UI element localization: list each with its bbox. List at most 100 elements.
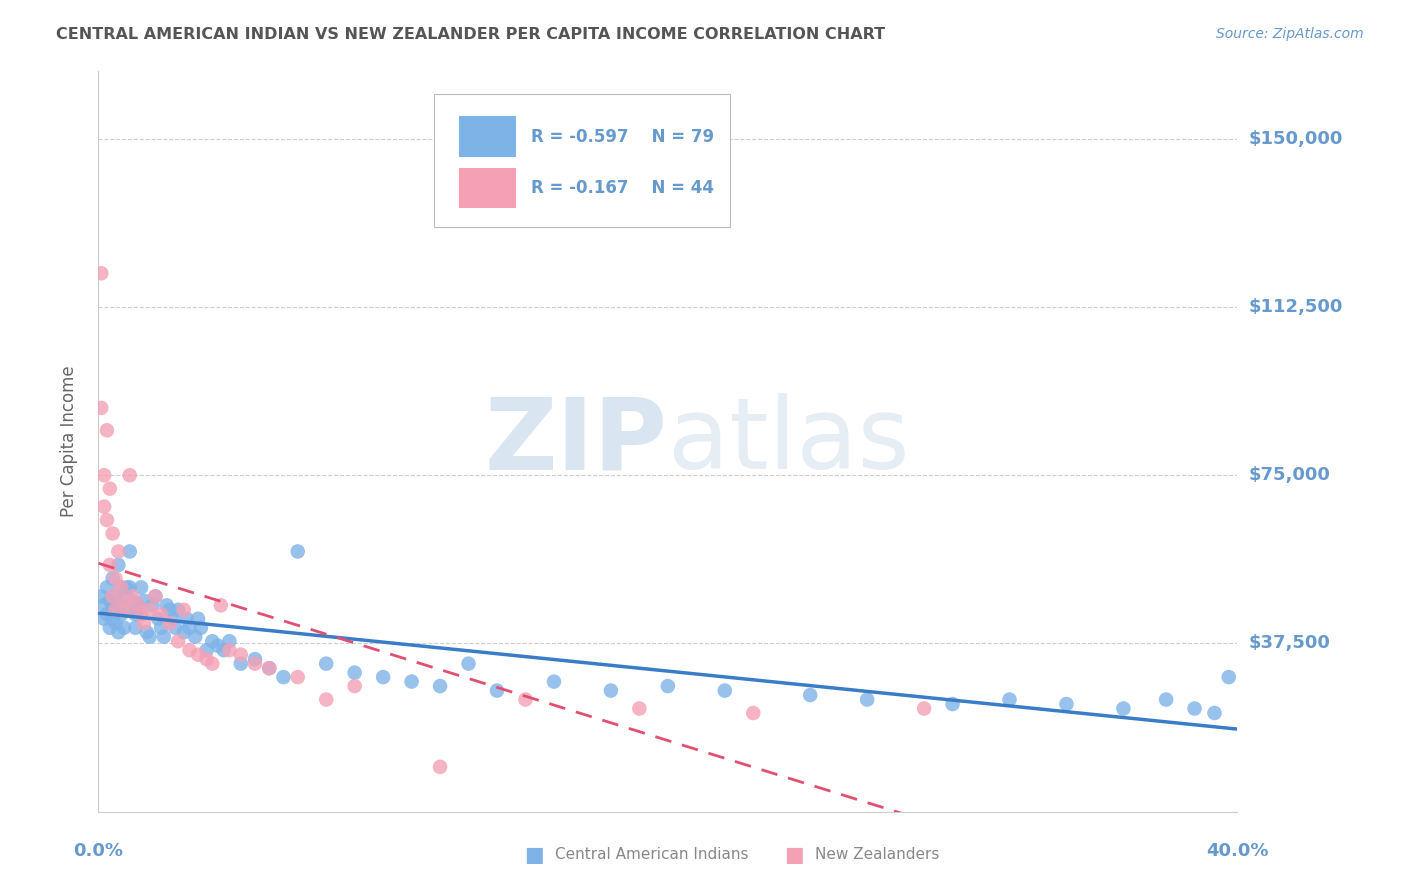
Point: [162, 612, 184, 626]
Point: [101, 590, 124, 604]
Point: [110, 580, 132, 594]
Point: [343, 665, 366, 680]
Point: [129, 607, 152, 622]
Point: [129, 580, 152, 594]
Point: [165, 621, 187, 635]
Point: [124, 607, 146, 622]
Point: [243, 657, 266, 671]
Point: [90, 266, 112, 280]
Point: [145, 590, 167, 604]
FancyBboxPatch shape: [460, 168, 516, 209]
Point: [167, 634, 190, 648]
Point: [98, 558, 121, 572]
Point: [742, 706, 765, 720]
Point: [229, 648, 252, 662]
Point: [115, 603, 138, 617]
Point: [118, 468, 141, 483]
Point: [96, 513, 118, 527]
Point: [96, 580, 118, 594]
Point: [138, 630, 160, 644]
Text: New Zealanders: New Zealanders: [815, 847, 939, 862]
Text: $37,500: $37,500: [1249, 634, 1330, 652]
Point: [167, 603, 190, 617]
Point: [107, 599, 129, 613]
Point: [127, 599, 149, 613]
Point: [179, 621, 201, 635]
Text: Source: ZipAtlas.com: Source: ZipAtlas.com: [1216, 27, 1364, 41]
Text: 0.0%: 0.0%: [73, 842, 124, 860]
Point: [115, 603, 138, 617]
Point: [98, 621, 121, 635]
Point: [195, 652, 218, 666]
Point: [127, 599, 149, 613]
Point: [259, 661, 281, 675]
Text: $112,500: $112,500: [1249, 298, 1343, 316]
Point: [101, 571, 124, 585]
Point: [101, 526, 124, 541]
Point: [190, 621, 212, 635]
Text: ■: ■: [785, 845, 804, 864]
Point: [118, 580, 141, 594]
Point: [93, 500, 115, 514]
Point: [132, 616, 155, 631]
Point: [799, 688, 821, 702]
Point: [135, 625, 157, 640]
Text: ZIP: ZIP: [485, 393, 668, 490]
Point: [343, 679, 366, 693]
Point: [150, 621, 173, 635]
Y-axis label: Per Capita Income: Per Capita Income: [59, 366, 77, 517]
Point: [107, 558, 129, 572]
Point: [104, 603, 127, 617]
Point: [287, 670, 309, 684]
Point: [429, 679, 451, 693]
Point: [315, 692, 337, 706]
Point: [486, 683, 509, 698]
Point: [218, 634, 240, 648]
Point: [187, 648, 209, 662]
Text: $75,000: $75,000: [1249, 467, 1330, 484]
Point: [287, 544, 309, 558]
Point: [229, 657, 252, 671]
Point: [1184, 701, 1206, 715]
Point: [112, 594, 135, 608]
Text: R = -0.167    N = 44: R = -0.167 N = 44: [531, 179, 714, 197]
Point: [173, 625, 195, 640]
Point: [628, 701, 651, 715]
Point: [101, 612, 124, 626]
Point: [150, 607, 173, 622]
Point: [179, 643, 201, 657]
Point: [515, 692, 537, 706]
Text: CENTRAL AMERICAN INDIAN VS NEW ZEALANDER PER CAPITA INCOME CORRELATION CHART: CENTRAL AMERICAN INDIAN VS NEW ZEALANDER…: [56, 27, 886, 42]
Point: [110, 607, 132, 622]
Point: [107, 625, 129, 640]
Point: [98, 482, 121, 496]
Point: [107, 544, 129, 558]
Point: [118, 544, 141, 558]
Text: 40.0%: 40.0%: [1206, 842, 1268, 860]
Point: [243, 652, 266, 666]
Point: [159, 603, 181, 617]
Point: [912, 701, 935, 715]
Point: [145, 590, 167, 604]
Point: [457, 657, 479, 671]
Point: [543, 674, 565, 689]
Text: $150,000: $150,000: [1249, 129, 1343, 148]
Point: [156, 599, 179, 613]
Point: [1218, 670, 1240, 684]
Point: [124, 621, 146, 635]
Point: [112, 621, 135, 635]
Point: [93, 599, 115, 613]
Point: [401, 674, 423, 689]
Point: [187, 612, 209, 626]
Point: [153, 630, 176, 644]
Point: [96, 423, 118, 437]
Point: [1204, 706, 1226, 720]
Point: [600, 683, 623, 698]
Point: [1154, 692, 1177, 706]
Point: [121, 594, 143, 608]
Point: [429, 760, 451, 774]
Point: [98, 594, 121, 608]
Point: [93, 468, 115, 483]
Point: [141, 599, 163, 613]
Point: [856, 692, 879, 706]
